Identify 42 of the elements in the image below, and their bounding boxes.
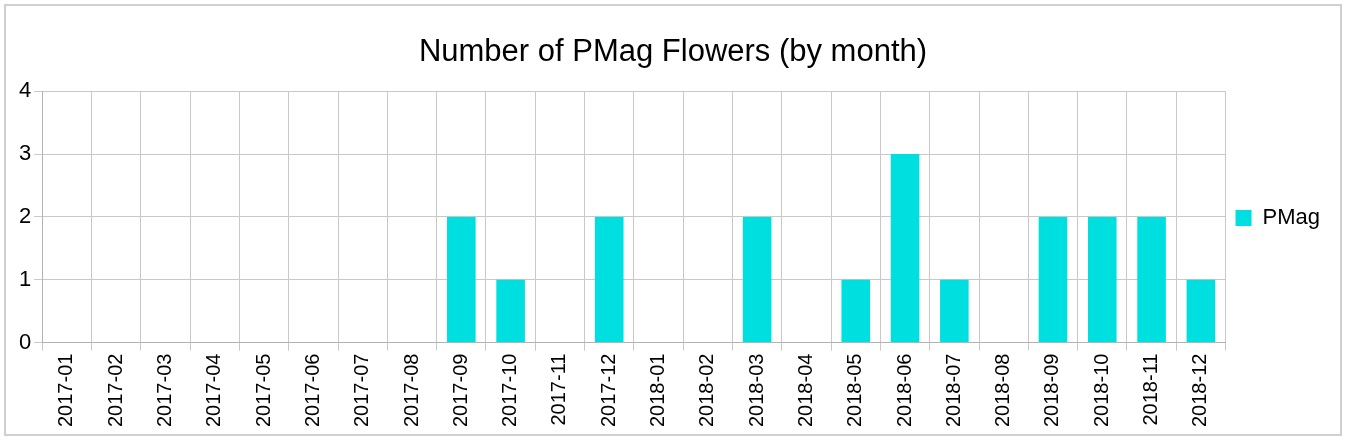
x-tick-label: 2018-02: [695, 353, 718, 428]
bar: [890, 154, 920, 343]
bar: [1038, 216, 1068, 343]
y-tick-label: 2: [18, 202, 32, 228]
x-tick-label: 2017-03: [153, 353, 176, 428]
x-tick-label: 2018-03: [744, 353, 767, 428]
x-tick-label: 2018-07: [941, 353, 964, 428]
x-tick-label: 2018-08: [991, 353, 1014, 428]
x-tick-label: 2018-06: [892, 353, 915, 428]
y-tick-label: 3: [18, 140, 32, 166]
x-tick-label: 2018-12: [1188, 353, 1211, 428]
x-tick-label: 2017-09: [448, 353, 471, 428]
x-tick-label: 2018-09: [1040, 353, 1063, 428]
x-tick-label: 2017-11: [547, 353, 570, 426]
x-tick-label: 2017-04: [202, 353, 225, 428]
x-tick-label: 2017-07: [350, 353, 373, 428]
x-tick-label: 2017-06: [300, 353, 323, 428]
bar: [940, 279, 969, 343]
x-tick-label: 2018-11: [1139, 353, 1162, 426]
x-tick-label: 2017-01: [54, 353, 77, 428]
bar: [496, 279, 525, 343]
y-tick-label: 1: [18, 265, 32, 291]
bar: [742, 216, 772, 343]
x-tick-label: 2017-10: [498, 353, 521, 428]
bar: [841, 279, 871, 343]
x-tick-label: 2018-05: [843, 353, 866, 428]
x-tick-label: 2018-01: [646, 353, 669, 428]
bar: [1137, 216, 1166, 343]
x-tick-label: 2017-05: [251, 353, 274, 428]
bar: [594, 216, 624, 343]
bar: [1087, 216, 1117, 343]
chart-title: Number of PMag Flowers (by month): [418, 33, 928, 69]
x-tick-label: 2018-04: [793, 353, 816, 428]
x-tick-label: 2017-02: [103, 353, 126, 428]
legend-label: PMag: [1262, 204, 1321, 230]
y-tick-label: 4: [18, 77, 32, 103]
y-tick-label: 0: [18, 328, 32, 354]
x-tick-label: 2017-08: [399, 353, 422, 428]
x-tick-label: 2018-10: [1089, 353, 1112, 428]
bar: [1186, 279, 1216, 343]
bar: [447, 216, 476, 343]
x-tick-label: 2017-12: [596, 353, 619, 428]
